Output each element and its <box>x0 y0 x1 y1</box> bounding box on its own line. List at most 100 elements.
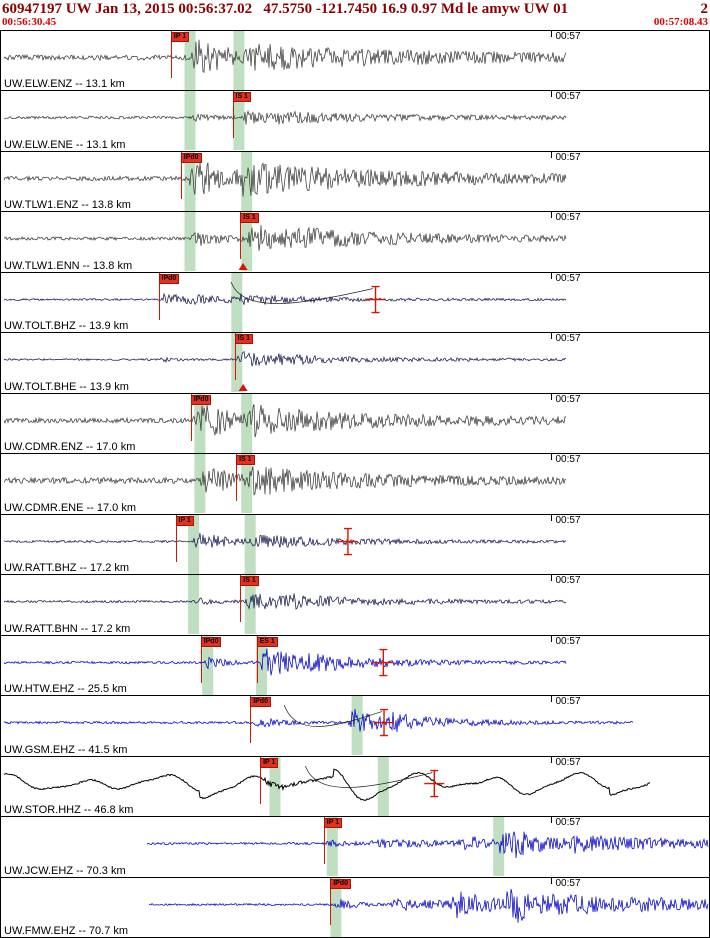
seismogram-trace[interactable] <box>1 333 709 393</box>
seismogram-trace[interactable] <box>1 756 709 816</box>
seismogram-trace[interactable] <box>1 151 709 211</box>
seismogram-trace[interactable] <box>1 877 709 937</box>
minute-label: 00:57 <box>555 575 581 587</box>
phase-pick-flag[interactable]: IPd0 <box>200 636 222 647</box>
phase-pick-flag[interactable]: IPd0 <box>180 152 202 163</box>
phase-pick-line[interactable] <box>232 91 234 139</box>
seismogram-trace[interactable] <box>1 272 709 332</box>
minute-label: 00:57 <box>555 151 581 163</box>
waveform-panel[interactable]: UW.TOLT.BHE -- 13.9 km IS 1 00:57 <box>1 333 709 394</box>
seismogram-trace[interactable] <box>1 454 709 514</box>
phase-pick-flag[interactable]: IS 1 <box>234 334 254 345</box>
seismogram-trace[interactable] <box>1 514 709 574</box>
waveform-panel[interactable]: UW.HTW.EHZ -- 25.5 km IPd0 ES 1 00:57 <box>1 635 709 697</box>
phase-pick-flag[interactable]: IPd0 <box>330 878 351 889</box>
seismogram-trace[interactable] <box>1 31 709 90</box>
waveform-panel[interactable]: UW.TLW1.ENN -- 13.8 km IS 1 00:57 <box>1 212 709 273</box>
seismogram-trace[interactable] <box>1 635 709 695</box>
pick-highlight-band <box>241 454 253 514</box>
seismogram-trace[interactable] <box>1 212 709 272</box>
phase-pick-line[interactable] <box>158 272 160 320</box>
minute-label: 00:57 <box>555 877 581 889</box>
coda-duration-marker[interactable] <box>337 527 358 555</box>
phase-pick-line[interactable] <box>236 454 238 502</box>
pick-triangle-marker[interactable] <box>238 263 248 271</box>
phase-pick-line[interactable] <box>180 151 182 199</box>
station-label: UW.JCW.EHZ -- 70.3 km <box>4 864 126 877</box>
seismogram-trace[interactable] <box>1 393 709 453</box>
phase-pick-line[interactable] <box>260 756 262 804</box>
station-label: UW.TOLT.BHZ -- 13.9 km <box>4 320 129 333</box>
phase-pick-flag[interactable]: IP 1 <box>323 818 343 829</box>
waveform-panel[interactable]: UW.FMW.EHZ -- 70.7 km IPd0 00:57 <box>1 877 709 938</box>
phase-pick-flag[interactable]: ES 1 <box>256 636 278 647</box>
pick-highlight-band <box>184 91 196 151</box>
waveform-panel[interactable]: UW.ELW.ENZ -- 13.1 km IP 1 00:57 <box>1 31 709 92</box>
waveform-panel[interactable]: UW.RATT.BHN -- 17.2 km IS 1 00:57 <box>1 575 709 636</box>
phase-pick-flag[interactable]: IS 1 <box>240 213 259 224</box>
phase-pick-flag[interactable]: IS 1 <box>236 455 255 466</box>
phase-pick-line[interactable] <box>240 575 242 623</box>
seismogram-trace[interactable] <box>1 575 709 635</box>
phase-pick-flag[interactable]: IPd0 <box>250 697 271 708</box>
coda-duration-marker[interactable] <box>424 769 445 797</box>
event-summary-right-fragment: 2 <box>700 1 709 17</box>
phase-pick-line[interactable] <box>256 635 258 683</box>
pick-highlight-band <box>493 817 505 877</box>
waveform-path <box>3 593 567 611</box>
pick-highlight-band <box>244 575 256 635</box>
coda-duration-marker[interactable] <box>373 648 394 676</box>
waveform-path <box>3 532 567 548</box>
waveform-panel[interactable]: UW.STOR.HHZ -- 46.8 km IP 1 00:57 <box>1 756 709 818</box>
station-label: UW.CDMR.ENZ -- 17.0 km <box>4 441 136 454</box>
coda-decay-curve <box>305 765 433 788</box>
waveform-path <box>3 768 651 801</box>
pick-highlight-band <box>194 454 206 514</box>
station-label: UW.ELW.ENE -- 13.1 km <box>4 138 126 151</box>
waveform-path <box>146 831 709 859</box>
phase-pick-line[interactable] <box>175 514 177 562</box>
waveform-panel[interactable]: UW.JCW.EHZ -- 70.3 km IP 1 00:57 <box>1 817 709 878</box>
pick-highlight-band <box>269 756 281 816</box>
seismogram-trace[interactable] <box>1 91 709 151</box>
minute-label: 00:57 <box>555 333 581 345</box>
seismogram-trace[interactable] <box>1 817 709 877</box>
phase-pick-line[interactable] <box>234 333 236 381</box>
phase-pick-flag[interactable]: IPd0 <box>158 273 180 284</box>
phase-pick-flag[interactable]: IS 1 <box>232 92 251 103</box>
waveform-panel[interactable]: UW.CDMR.ENE -- 17.0 km IS 1 00:57 <box>1 454 709 515</box>
coda-duration-marker[interactable] <box>374 709 395 737</box>
minute-label: 00:57 <box>555 31 581 42</box>
waveform-path <box>3 709 634 733</box>
phase-pick-flag[interactable]: IP 1 <box>260 757 279 768</box>
minute-label: 00:57 <box>555 212 581 224</box>
phase-pick-line[interactable] <box>250 696 252 744</box>
waveform-path <box>3 292 567 306</box>
waveform-path <box>148 888 709 923</box>
phase-pick-flag[interactable]: IPd0 <box>190 394 212 405</box>
waveform-panel[interactable]: UW.TLW1.ENZ -- 13.8 km IPd0 00:57 <box>1 151 709 213</box>
coda-duration-marker[interactable] <box>365 285 386 314</box>
phase-pick-line[interactable] <box>200 635 202 683</box>
station-label: UW.TOLT.BHE -- 13.9 km <box>4 380 129 393</box>
phase-pick-line[interactable] <box>330 877 332 925</box>
seismogram-trace[interactable] <box>1 696 709 756</box>
waveform-panel[interactable]: UW.TOLT.BHZ -- 13.9 km IPd0 00:57 <box>1 272 709 334</box>
pick-triangle-marker[interactable] <box>238 384 248 392</box>
phase-pick-line[interactable] <box>170 31 172 78</box>
station-label: UW.FMW.EHZ -- 70.7 km <box>4 925 129 938</box>
station-label: UW.RATT.BHN -- 17.2 km <box>4 622 131 635</box>
phase-pick-flag[interactable]: IP 1 <box>170 32 190 42</box>
phase-pick-line[interactable] <box>323 817 325 865</box>
waveform-panel[interactable]: UW.GSM.EHZ -- 41.5 km IPd0 00:57 <box>1 696 709 757</box>
waveform-panel[interactable]: UW.ELW.ENE -- 13.1 km IS 1 00:57 <box>1 91 709 152</box>
waveform-panel[interactable]: UW.RATT.BHZ -- 17.2 km IP 1 00:57 <box>1 514 709 576</box>
phase-pick-flag[interactable]: IP 1 <box>175 515 194 526</box>
phase-pick-flag[interactable]: IS 1 <box>240 576 259 587</box>
coda-decay-curve <box>230 281 373 304</box>
phase-pick-line[interactable] <box>240 212 242 260</box>
waveform-path <box>3 110 567 126</box>
phase-pick-line[interactable] <box>190 393 192 441</box>
pick-highlight-band <box>330 877 342 937</box>
waveform-panel[interactable]: UW.CDMR.ENZ -- 17.0 km IPd0 00:57 <box>1 393 709 455</box>
